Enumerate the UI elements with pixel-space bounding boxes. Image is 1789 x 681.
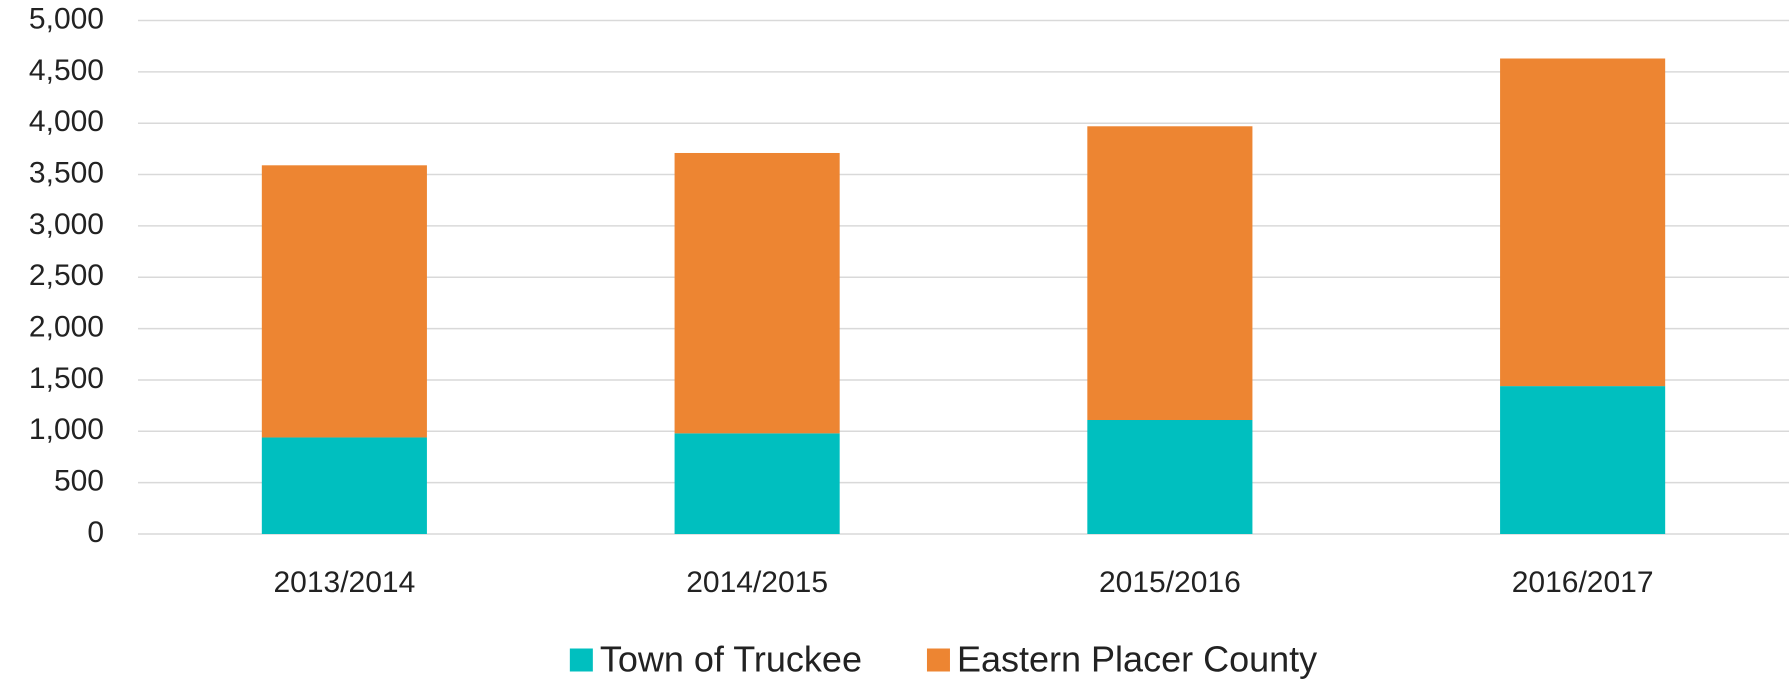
x-tick-label: 2015/2016 <box>1099 566 1241 599</box>
y-tick-label: 2,500 <box>29 259 104 292</box>
y-tick-label: 0 <box>87 516 104 549</box>
bar-segment <box>674 433 840 534</box>
bar-segment <box>261 165 427 438</box>
x-tick-label: 2016/2017 <box>1512 566 1654 599</box>
x-tick-label: 2014/2015 <box>686 566 828 599</box>
bar-segment <box>1500 58 1666 387</box>
y-tick-label: 5,000 <box>29 2 104 35</box>
bar-segment <box>1087 420 1253 534</box>
y-tick-label: 4,500 <box>29 54 104 87</box>
legend-swatch <box>926 648 950 672</box>
legend-label: Town of Truckee <box>600 639 862 680</box>
bar-segment <box>261 437 427 534</box>
y-tick-label: 2,000 <box>29 311 104 344</box>
y-tick-label: 1,000 <box>29 413 104 446</box>
y-tick-label: 4,000 <box>29 105 104 138</box>
y-tick-label: 3,000 <box>29 208 104 241</box>
y-tick-label: 500 <box>54 465 104 498</box>
y-tick-label: 3,500 <box>29 156 104 189</box>
legend: Town of Truckee Eastern Placer County <box>569 639 1317 680</box>
bar-segment <box>1087 126 1253 421</box>
y-tick-label: 1,500 <box>29 362 104 395</box>
x-tick-label: 2013/2014 <box>273 566 415 599</box>
bar-segment <box>674 152 840 434</box>
bar-segment <box>1500 386 1666 534</box>
legend-label: Eastern Placer County <box>957 639 1317 680</box>
legend-swatch <box>569 648 593 672</box>
